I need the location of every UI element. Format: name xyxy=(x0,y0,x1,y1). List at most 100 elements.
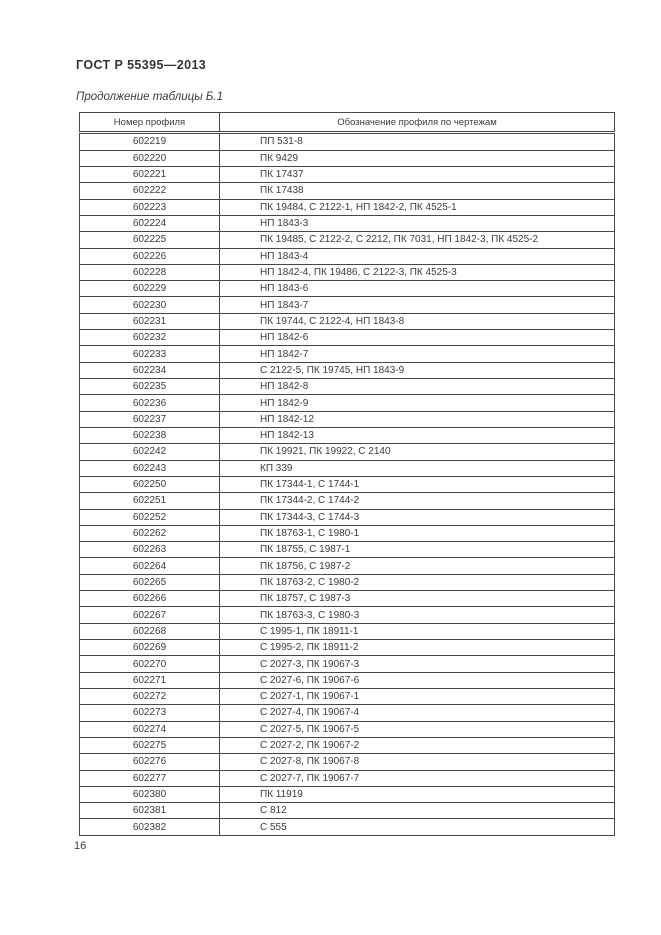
document-title: ГОСТ Р 55395—2013 xyxy=(76,58,207,72)
table-row: 602224 НП 1843-3 xyxy=(79,214,615,233)
profile-number-cell: 602275 xyxy=(79,736,220,755)
profile-designation-cell: НП 1842-4, ПК 19486, С 2122-3, ПК 4525-3 xyxy=(219,263,615,282)
profile-designation-cell: НП 1843-4 xyxy=(219,247,615,265)
table-row: 602221 ПК 17437 xyxy=(79,165,615,184)
table-row: 602223 ПК 19484, С 2122-1, НП 1842-2, ПК … xyxy=(79,198,615,216)
profile-number-cell: 602277 xyxy=(79,769,220,787)
profile-number-cell: 602225 xyxy=(79,231,220,249)
header-row: Номер профиля Обозначение профиля по чер… xyxy=(79,112,615,134)
profile-number-cell: 602264 xyxy=(79,557,220,575)
profile-number-cell: 602380 xyxy=(79,785,220,804)
profile-number-cell: 602230 xyxy=(79,296,220,314)
profile-designation-cell: ПК 9429 xyxy=(219,149,615,167)
table-row: 602265 ПК 18763-2, С 1980-2 xyxy=(79,573,615,592)
table-row: 602276 С 2027-8, ПК 19067-8 xyxy=(79,753,615,771)
profile-number-cell: 602265 xyxy=(79,573,220,592)
profile-designation-cell: С 2027-1, ПК 19067-1 xyxy=(219,687,615,706)
profile-designation-cell: ПК 19921, ПК 19922, С 2140 xyxy=(219,443,615,461)
table-row: 602226 НП 1843-4 xyxy=(79,247,615,265)
table-row: 602250 ПК 17344-1, С 1744-1 xyxy=(79,475,615,494)
table-row: 602274 С 2027-5, ПК 19067-5 xyxy=(79,720,615,738)
profile-number-cell: 602272 xyxy=(79,687,220,706)
profile-number-cell: 602222 xyxy=(79,182,220,200)
table-continuation-caption: Продолжение таблицы Б.1 xyxy=(76,91,223,103)
profile-number-cell: 602276 xyxy=(79,753,220,771)
profile-number-cell: 602250 xyxy=(79,475,220,494)
table-row: 602380 ПК 11919 xyxy=(79,785,615,804)
profile-number-cell: 602221 xyxy=(79,165,220,184)
profile-designation-cell: ПК 17437 xyxy=(219,165,615,184)
profile-designation-cell: КП 339 xyxy=(219,459,615,477)
profile-designation-cell: НП 1842-9 xyxy=(219,394,615,412)
profile-number-cell: 602382 xyxy=(79,818,220,836)
profile-number-cell: 602243 xyxy=(79,459,220,477)
profile-number-cell: 602220 xyxy=(79,149,220,167)
profile-designation-cell: НП 1843-3 xyxy=(219,214,615,233)
profile-number-cell: 602219 xyxy=(79,132,220,151)
profile-number-cell: 602224 xyxy=(79,214,220,233)
profile-designation-cell: ПК 17344-3, С 1744-3 xyxy=(219,508,615,526)
profile-designation-cell: ПК 18763-2, С 1980-2 xyxy=(219,573,615,592)
profile-number-cell: 602228 xyxy=(79,263,220,282)
profile-number-cell: 602226 xyxy=(79,247,220,265)
profile-number-cell: 602252 xyxy=(79,508,220,526)
profile-designation-cell: ПК 17438 xyxy=(219,182,615,200)
table-row: 602277 С 2027-7, ПК 19067-7 xyxy=(79,769,615,787)
profile-designation-cell: ПП 531-8 xyxy=(219,132,615,151)
table-row: 602228 НП 1842-4, ПК 19486, С 2122-3, ПК … xyxy=(79,263,615,282)
table-row: 602272 С 2027-1, ПК 19067-1 xyxy=(79,687,615,706)
table-row: 602230 НП 1843-7 xyxy=(79,296,615,314)
profile-designation-cell: ПК 11919 xyxy=(219,785,615,804)
page-number: 16 xyxy=(74,840,87,852)
profile-designation-cell: ПК 17344-2, С 1744-2 xyxy=(219,492,615,510)
profile-number-cell: 602269 xyxy=(79,639,220,657)
profile-designation-cell: ПК 18763-3, С 1980-3 xyxy=(219,606,615,624)
profile-number-cell: 602273 xyxy=(79,704,220,722)
table-row: 602267 ПК 18763-3, С 1980-3 xyxy=(79,606,615,624)
profile-number-cell: 602242 xyxy=(79,443,220,461)
profile-number-cell: 602271 xyxy=(79,671,220,689)
profile-number-cell: 602262 xyxy=(79,524,220,543)
table-row: 602263 ПК 18755, С 1987-1 xyxy=(79,541,615,559)
table-row: 602232 НП 1842-6 xyxy=(79,329,615,347)
profile-designation-cell: НП 1842-6 xyxy=(219,329,615,347)
profile-designation-cell: НП 1843-6 xyxy=(219,280,615,298)
profile-number-cell: 602251 xyxy=(79,492,220,510)
profile-designation-cell: С 2027-4, ПК 19067-4 xyxy=(219,704,615,722)
profile-designation-cell: ПК 19485, С 2122-2, С 2212, ПК 7031, НП … xyxy=(219,231,615,249)
table-row: 602262 ПК 18763-1, С 1980-1 xyxy=(79,524,615,543)
profile-number-cell: 602229 xyxy=(79,280,220,298)
profile-number-cell: 602381 xyxy=(79,802,220,820)
table-row: 602235 НП 1842-8 xyxy=(79,378,615,396)
profile-designation-cell: С 2027-5, ПК 19067-5 xyxy=(219,720,615,738)
table-row: 602382 С 555 xyxy=(79,818,615,836)
profile-number-cell: 602223 xyxy=(79,198,220,216)
table-row: 602271 С 2027-6, ПК 19067-6 xyxy=(79,671,615,689)
table-row: 602225 ПК 19485, С 2122-2, С 2212, ПК 703… xyxy=(79,231,615,249)
profile-table: Номер профиля Обозначение профиля по чер… xyxy=(79,112,615,836)
profile-number-cell: 602270 xyxy=(79,655,220,673)
profile-designation-cell: НП 1843-7 xyxy=(219,296,615,314)
table-row: 602242 ПК 19921, ПК 19922, С 2140 xyxy=(79,443,615,461)
profile-designation-cell: ПК 19484, С 2122-1, НП 1842-2, ПК 4525-1 xyxy=(219,198,615,216)
table-row: 602220 ПК 9429 xyxy=(79,149,615,167)
table-row: 602222 ПК 17438 xyxy=(79,182,615,200)
profile-designation-cell: НП 1842-8 xyxy=(219,378,615,396)
profile-designation-cell: НП 1842-7 xyxy=(219,345,615,363)
profile-designation-cell: ПК 18763-1, С 1980-1 xyxy=(219,524,615,543)
profile-designation-cell: С 2027-3, ПК 19067-3 xyxy=(219,655,615,673)
profile-designation-cell: НП 1842-12 xyxy=(219,410,615,428)
table-row: 602219 ПП 531-8 xyxy=(79,132,615,151)
profile-number-cell: 602233 xyxy=(79,345,220,363)
profile-designation-cell: ПК 18755, С 1987-1 xyxy=(219,541,615,559)
profile-designation-cell: С 1995-2, ПК 18911-2 xyxy=(219,639,615,657)
table-row: 602243 КП 339 xyxy=(79,459,615,477)
profile-designation-cell: ПК 18756, С 1987-2 xyxy=(219,557,615,575)
profile-number-cell: 602263 xyxy=(79,541,220,559)
table-row: 602237 НП 1842-12 xyxy=(79,410,615,428)
profile-number-cell: 602231 xyxy=(79,312,220,331)
table-row: 602273 С 2027-4, ПК 19067-4 xyxy=(79,704,615,722)
profile-number-cell: 602238 xyxy=(79,426,220,445)
table-row: 602268 С 1995-1, ПК 18911-1 xyxy=(79,622,615,641)
